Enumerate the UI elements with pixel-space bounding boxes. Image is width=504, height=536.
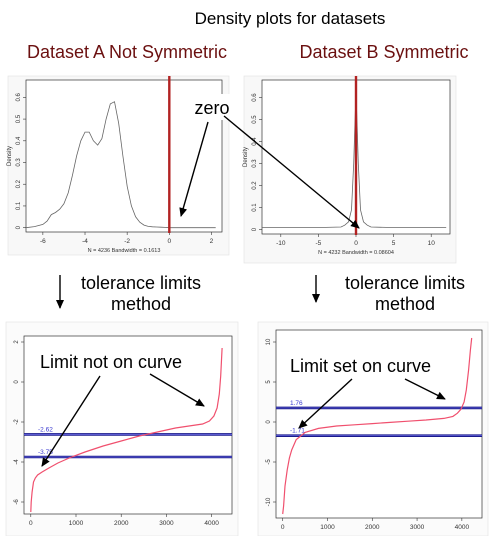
quantile_a-xtick-label: 4000 <box>204 520 219 527</box>
density_a-xlabel: N = 4236 Bandwidth = 0.1613 <box>88 248 161 254</box>
density_b-xtick-label: -10 <box>276 240 286 247</box>
density_a-xtick-label: -2 <box>124 238 130 245</box>
density_b-ytick-label: 0 <box>252 227 258 231</box>
limit-b-callout-box <box>288 352 462 378</box>
density_a-ytick-label: 0.4 <box>16 136 22 145</box>
density_a-ylabel: Density <box>7 146 13 166</box>
quantile_a-ytick-label: 2 <box>14 340 20 344</box>
quantile_b-limit-label: 1.76 <box>290 400 303 407</box>
density_a-ytick-label: 0.6 <box>16 93 22 102</box>
quantile_a-xtick-label: 2000 <box>114 520 129 527</box>
limit-a-callout-label: Limit not on curve <box>40 352 182 372</box>
quantile_b-ytick-label: 0 <box>266 420 272 424</box>
method-b-line1: tolerance limits <box>345 273 465 293</box>
density_a-xtick-label: 0 <box>167 238 171 245</box>
density_b-ytick-label: 0.1 <box>252 203 258 212</box>
quantile_a-limit-label: -3.75 <box>38 449 53 456</box>
limit-a-arrow-down <box>41 375 101 467</box>
density_b-xtick-label: -5 <box>316 240 322 247</box>
quantile_b-xtick-label: 1000 <box>320 524 335 531</box>
quantile_a-xtick-label: 0 <box>29 520 33 527</box>
quantile_b-ytick-label: -5 <box>266 459 272 465</box>
limit-b-arrow-down <box>298 378 353 429</box>
zero-arrow-to-b <box>223 115 360 229</box>
quantile_a-ytick-label: -6 <box>14 499 20 505</box>
density_a-ytick-label: 0 <box>16 225 22 229</box>
quantile_a-quantile-curve <box>30 347 223 513</box>
quantile_b-quantile-curve <box>282 337 473 515</box>
quantile_b-xtick-label: 2000 <box>365 524 380 531</box>
zero-callout-box <box>186 94 238 120</box>
method-a-line2: method <box>111 294 171 314</box>
zero-callout-label: zero <box>194 98 229 118</box>
density_b-xtick-label: 0 <box>354 240 358 247</box>
quantile_a-limit-label: -2.62 <box>38 426 53 433</box>
density_a-xtick-label: -4 <box>82 238 88 245</box>
dataset-b-label: Dataset B Symmetric <box>299 42 468 62</box>
quantile_a-ytick-label: -2 <box>14 419 20 425</box>
method-a-line1: tolerance limits <box>81 273 201 293</box>
limit-b-arrow-up <box>404 378 446 400</box>
limit-b-callout-label: Limit set on curve <box>290 356 431 376</box>
zero-arrow-to-a <box>179 121 209 217</box>
density_b-xlabel: N = 4232 Bandwidth = 0.08604 <box>318 250 394 256</box>
density_b-ylabel: Density <box>243 147 249 167</box>
density_b-ytick-label: 0.5 <box>252 115 258 124</box>
density_a-ytick-label: 0.5 <box>16 114 22 123</box>
quantile_a-ytick-label: 0 <box>14 380 20 384</box>
method-b-line2: method <box>375 294 435 314</box>
quantile_a-xtick-label: 3000 <box>159 520 174 527</box>
limit-a-callout-box <box>38 348 210 374</box>
figure-title: Density plots for datasets <box>195 9 386 28</box>
density_b-ytick-label: 0.3 <box>252 159 258 168</box>
density_a-density-curve <box>25 101 216 229</box>
quantile_a-xtick-label: 1000 <box>69 520 84 527</box>
density_a-ytick-label: 0.3 <box>16 158 22 167</box>
density_a-xtick-label: 2 <box>210 238 214 245</box>
quantile_b-limit-label: -1.71 <box>290 428 305 435</box>
density_a-xtick-label: -6 <box>40 238 46 245</box>
density_b-ytick-label: 0.2 <box>252 181 258 190</box>
density_b-ytick-label: 0.6 <box>252 93 258 102</box>
quantile_b-ytick-label: -10 <box>266 497 272 506</box>
density_b-xtick-label: 10 <box>428 240 436 247</box>
density_a-ytick-label: 0.2 <box>16 179 22 188</box>
dataset-a-label: Dataset A Not Symmetric <box>27 42 227 62</box>
quantile_b-xtick-label: 0 <box>281 524 285 531</box>
density_b-xtick-label: 5 <box>392 240 396 247</box>
quantile_b-xtick-label: 4000 <box>455 524 470 531</box>
density_a-ytick-label: 0.1 <box>16 201 22 210</box>
quantile_b-xtick-label: 3000 <box>410 524 425 531</box>
quantile_b-ytick-label: 5 <box>266 380 272 384</box>
quantile_a-ytick-label: -4 <box>14 459 20 465</box>
limit-a-arrow-up <box>149 373 205 407</box>
quantile_b-ytick-label: 10 <box>266 338 272 345</box>
